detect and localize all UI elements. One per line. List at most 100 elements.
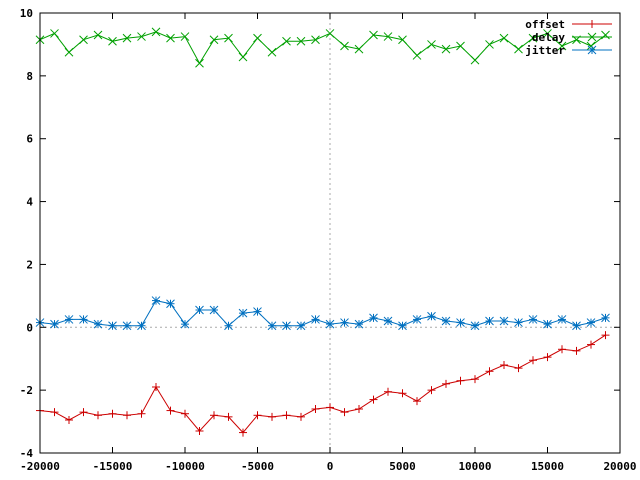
legend-label-delay: delay	[532, 31, 565, 44]
data-point-jitter	[543, 319, 552, 329]
data-point-jitter	[398, 321, 407, 331]
x-tick-label: 5000	[389, 460, 416, 473]
data-point-delay	[238, 52, 248, 62]
data-point-offset	[224, 412, 233, 421]
series-layer	[35, 27, 610, 437]
data-point-offset	[572, 346, 581, 355]
data-point-delay	[528, 33, 538, 43]
data-point-jitter	[195, 305, 204, 315]
data-point-delay	[224, 33, 233, 43]
data-point-jitter	[470, 321, 480, 331]
data-point-offset	[514, 364, 523, 373]
data-point-delay	[253, 33, 262, 43]
x-tick-label: -5000	[241, 460, 274, 473]
data-point-jitter	[166, 299, 175, 309]
data-point-delay	[427, 40, 436, 49]
data-point-jitter	[282, 321, 291, 331]
data-point-jitter	[64, 315, 74, 324]
data-point-delay	[456, 41, 465, 51]
legend-marker-offset	[588, 20, 596, 28]
data-point-offset	[152, 383, 160, 391]
y-tick-label: 8	[26, 70, 33, 83]
x-tick-label: 0	[327, 460, 334, 473]
data-point-jitter	[485, 316, 494, 326]
data-point-delay	[412, 51, 422, 60]
data-point-offset	[587, 340, 595, 349]
data-point-offset	[558, 345, 566, 354]
data-point-offset	[485, 367, 494, 376]
data-point-delay	[282, 36, 291, 46]
data-point-delay	[311, 35, 320, 45]
x-tick-label: 15000	[531, 460, 564, 473]
data-point-jitter	[586, 318, 596, 327]
data-point-delay	[514, 44, 523, 54]
data-point-offset	[210, 411, 218, 420]
data-point-offset	[137, 409, 146, 418]
data-point-delay	[470, 55, 480, 65]
series-offset	[36, 331, 610, 437]
data-point-offset	[500, 361, 508, 369]
data-point-jitter	[325, 319, 335, 329]
data-point-offset	[94, 411, 102, 420]
data-point-delay	[383, 32, 393, 41]
x-tick-label: 20000	[603, 460, 636, 473]
data-point-jitter	[224, 321, 233, 331]
data-point-delay	[93, 30, 103, 40]
data-point-offset	[471, 375, 479, 384]
data-point-offset	[456, 376, 465, 385]
data-point-offset	[181, 409, 189, 418]
data-point-offset	[355, 405, 363, 413]
data-point-delay	[340, 41, 349, 51]
y-tick-label: 4	[26, 196, 33, 209]
data-point-delay	[137, 32, 146, 41]
data-point-offset	[543, 353, 552, 362]
data-point-delay	[195, 58, 204, 68]
data-point-jitter	[180, 319, 190, 329]
data-point-offset	[65, 416, 73, 424]
data-point-jitter	[514, 318, 523, 327]
data-point-offset	[369, 395, 378, 404]
y-tick-label: 2	[26, 258, 33, 271]
legend-label-offset: offset	[525, 18, 565, 31]
data-point-delay	[151, 27, 161, 37]
data-point-jitter	[456, 318, 465, 327]
data-point-delay	[296, 36, 306, 46]
data-point-delay	[499, 33, 509, 43]
data-point-delay	[369, 30, 378, 40]
data-point-jitter	[601, 313, 610, 323]
data-point-delay	[354, 44, 364, 54]
data-point-delay	[557, 41, 567, 51]
data-point-delay	[50, 29, 59, 38]
data-point-jitter	[427, 311, 436, 321]
data-point-jitter	[296, 321, 306, 331]
data-point-jitter	[572, 321, 581, 331]
data-point-offset	[413, 397, 421, 406]
y-tick-label: 10	[20, 7, 33, 20]
data-point-jitter	[441, 316, 451, 326]
data-point-offset	[195, 427, 204, 435]
data-point-delay	[180, 32, 190, 41]
series-delay	[35, 27, 610, 68]
data-point-jitter	[311, 315, 320, 324]
data-point-offset	[239, 428, 247, 437]
data-point-delay	[441, 44, 451, 54]
data-point-delay	[325, 29, 335, 38]
y-tick-label: 0	[26, 321, 33, 334]
data-point-jitter	[93, 319, 103, 329]
y-tick-label: -4	[20, 447, 34, 460]
data-point-offset	[398, 389, 407, 398]
series-line-jitter	[39, 300, 606, 327]
data-point-jitter	[151, 296, 161, 305]
data-point-offset	[79, 408, 88, 417]
legend-marker-delay	[587, 32, 597, 42]
ticks-layer: -20000 -15000 -10000 -5000 0 5000 10000 15000 20…	[20, 7, 637, 473]
data-point-jitter	[499, 316, 509, 326]
data-point-delay	[267, 47, 277, 57]
data-point-delay	[64, 47, 74, 57]
data-point-offset	[340, 408, 349, 417]
series-line-delay	[39, 31, 606, 65]
legend-marker-jitter	[587, 45, 597, 55]
